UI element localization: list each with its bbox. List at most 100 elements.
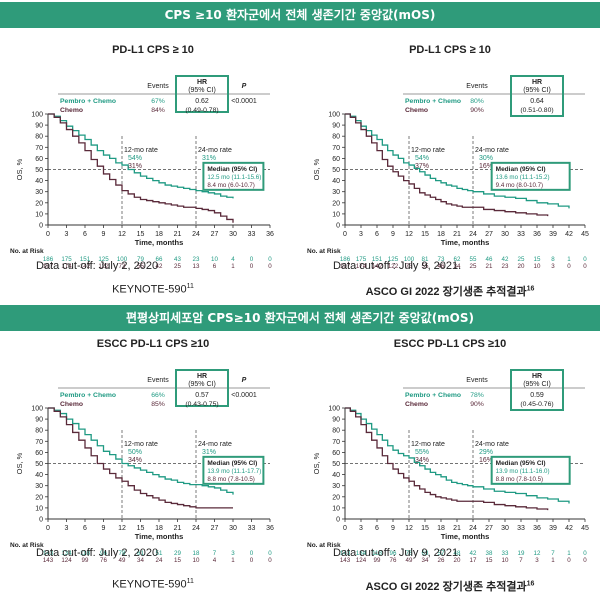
risk-chemo-value: 34	[454, 263, 461, 270]
source-text: KEYNOTE-590	[112, 283, 187, 296]
rate24-title: 24-mo rate	[198, 441, 232, 448]
hr-value: 0.62	[195, 98, 209, 105]
risk-pembro-value: 63	[422, 550, 429, 557]
x-tick-label: 0	[343, 525, 347, 532]
risk-chemo-value: 34	[422, 557, 429, 564]
risk-pembro-value: 23	[193, 256, 200, 263]
risk-chemo-value: 25	[174, 263, 181, 270]
risk-chemo-value: 122	[388, 263, 399, 270]
risk-pembro-value: 175	[61, 256, 72, 263]
y-tick-label: 50	[332, 167, 340, 174]
km-panel: PD-L1 CPS ≥ 10 0 10 20 30 40 50 60 70 80 90 100 0 3 6…	[305, 34, 595, 304]
risk-chemo-value: 55	[137, 263, 144, 270]
risk-chemo-value: 124	[356, 557, 367, 564]
risk-pembro-value: 18	[193, 550, 200, 557]
risk-pembro-value: 73	[438, 256, 445, 263]
y-tick-label: 80	[332, 428, 340, 435]
x-tick-label: 36	[533, 231, 541, 238]
y-axis-label: OS, %	[312, 452, 321, 474]
risk-chemo-value: 0	[567, 263, 571, 270]
source-sup: 16	[526, 285, 535, 293]
events-header: Events	[466, 83, 488, 90]
x-tick-label: 18	[155, 231, 163, 238]
x-tick-label: 36	[266, 525, 274, 532]
x-tick-label: 15	[421, 525, 429, 532]
y-tick-label: 70	[35, 145, 43, 152]
chart-title: ESCC PD-L1 CPS ≥10	[393, 338, 507, 350]
y-tick-label: 90	[35, 123, 43, 130]
risk-chemo-value: 21	[486, 263, 493, 270]
y-tick-label: 50	[35, 167, 43, 174]
hr-ci-value: (0.43-0.75)	[185, 401, 218, 408]
risk-chemo-value: 0	[583, 263, 587, 270]
x-tick-label: 30	[501, 525, 509, 532]
x-tick-label: 21	[174, 525, 182, 532]
risk-pembro-value: 118	[80, 550, 90, 557]
x-tick-label: 12	[118, 525, 126, 532]
x-tick-label: 33	[517, 231, 525, 238]
hr-ci-value: (0.45-0.76)	[520, 401, 553, 408]
y-tick-label: 60	[332, 156, 340, 163]
median-chemo: 8.8 mo (7.8-10.5)	[496, 476, 543, 483]
y-tick-label: 40	[332, 472, 340, 479]
risk-chemo-value: 0	[250, 263, 254, 270]
x-axis-label: Time, months	[135, 532, 184, 541]
km-panel: PD-L1 CPS ≥ 10 0 10 20 30 40 50 60 70 80 90 100 0 3 6…	[8, 34, 298, 304]
risk-pembro-value: 42	[502, 256, 509, 263]
x-tick-label: 18	[437, 525, 445, 532]
x-tick-label: 21	[453, 231, 461, 238]
hr-ci-header: (95% CI)	[188, 381, 216, 388]
y-tick-label: 100	[31, 406, 43, 413]
risk-chemo-value: 4	[213, 557, 217, 564]
rate12-pembro: 50%	[128, 449, 142, 456]
x-tick-label: 12	[118, 231, 126, 238]
risk-pembro-value: 25	[518, 256, 525, 263]
risk-title: No. at Risk	[307, 248, 341, 255]
y-tick-label: 20	[332, 200, 340, 207]
source-text: ASCO GI 2022 장기생존 추적결과	[365, 581, 527, 593]
y-tick-label: 90	[35, 417, 43, 424]
risk-title: No. at Risk	[307, 542, 341, 549]
legend-chemo: Chemo	[60, 401, 83, 408]
risk-chemo-value: 0	[250, 557, 254, 564]
median-pembro: 13.9 mo (11.1-16.0)	[496, 468, 550, 475]
y-tick-label: 90	[332, 417, 340, 424]
x-tick-label: 33	[248, 525, 256, 532]
rate24-pembro: 31%	[202, 449, 216, 456]
y-tick-label: 60	[35, 450, 43, 457]
hr-ci-header: (95% CI)	[188, 87, 216, 94]
risk-title: No. at Risk	[10, 248, 44, 255]
risk-pembro-value: 1	[567, 256, 571, 263]
y-tick-label: 80	[35, 428, 43, 435]
x-tick-label: 39	[549, 231, 557, 238]
risk-pembro-value: 12	[534, 550, 541, 557]
pembro-chemo-curve	[48, 113, 234, 199]
y-tick-label: 20	[35, 494, 43, 501]
x-tick-label: 42	[565, 525, 573, 532]
y-tick-label: 50	[35, 461, 43, 468]
rate12-chemo: 34%	[415, 457, 429, 464]
risk-pembro-value: 96	[390, 550, 397, 557]
y-axis-label: OS, %	[15, 452, 24, 474]
source-label: KEYNOTE-59011	[8, 578, 298, 591]
risk-chemo-value: 0	[268, 557, 272, 564]
risk-pembro-value: 100	[117, 256, 128, 263]
risk-pembro-value: 66	[156, 256, 163, 263]
risk-pembro-value: 57	[438, 550, 445, 557]
risk-pembro-value: 1	[567, 550, 571, 557]
rate24-chemo: 16%	[479, 163, 493, 170]
median-title: Median (95% CI)	[496, 166, 546, 173]
risk-chemo-value: 10	[534, 263, 541, 270]
source-text: KEYNOTE-590	[112, 578, 187, 591]
y-tick-label: 100	[328, 112, 340, 119]
y-tick-label: 10	[35, 505, 43, 512]
x-tick-label: 39	[549, 525, 557, 532]
risk-chemo-value: 3	[535, 557, 539, 564]
risk-chemo-value: 0	[567, 557, 571, 564]
y-tick-label: 90	[332, 123, 340, 130]
km-panel: ESCC PD-L1 CPS ≥10 0 10 20 30 40 50 60 70 80 90 10…	[8, 334, 298, 604]
risk-pembro-value: 7	[213, 550, 217, 557]
risk-chemo-value: 143	[43, 557, 54, 564]
source-label: ASCO GI 2022 장기생존 추적결과16	[305, 578, 595, 594]
